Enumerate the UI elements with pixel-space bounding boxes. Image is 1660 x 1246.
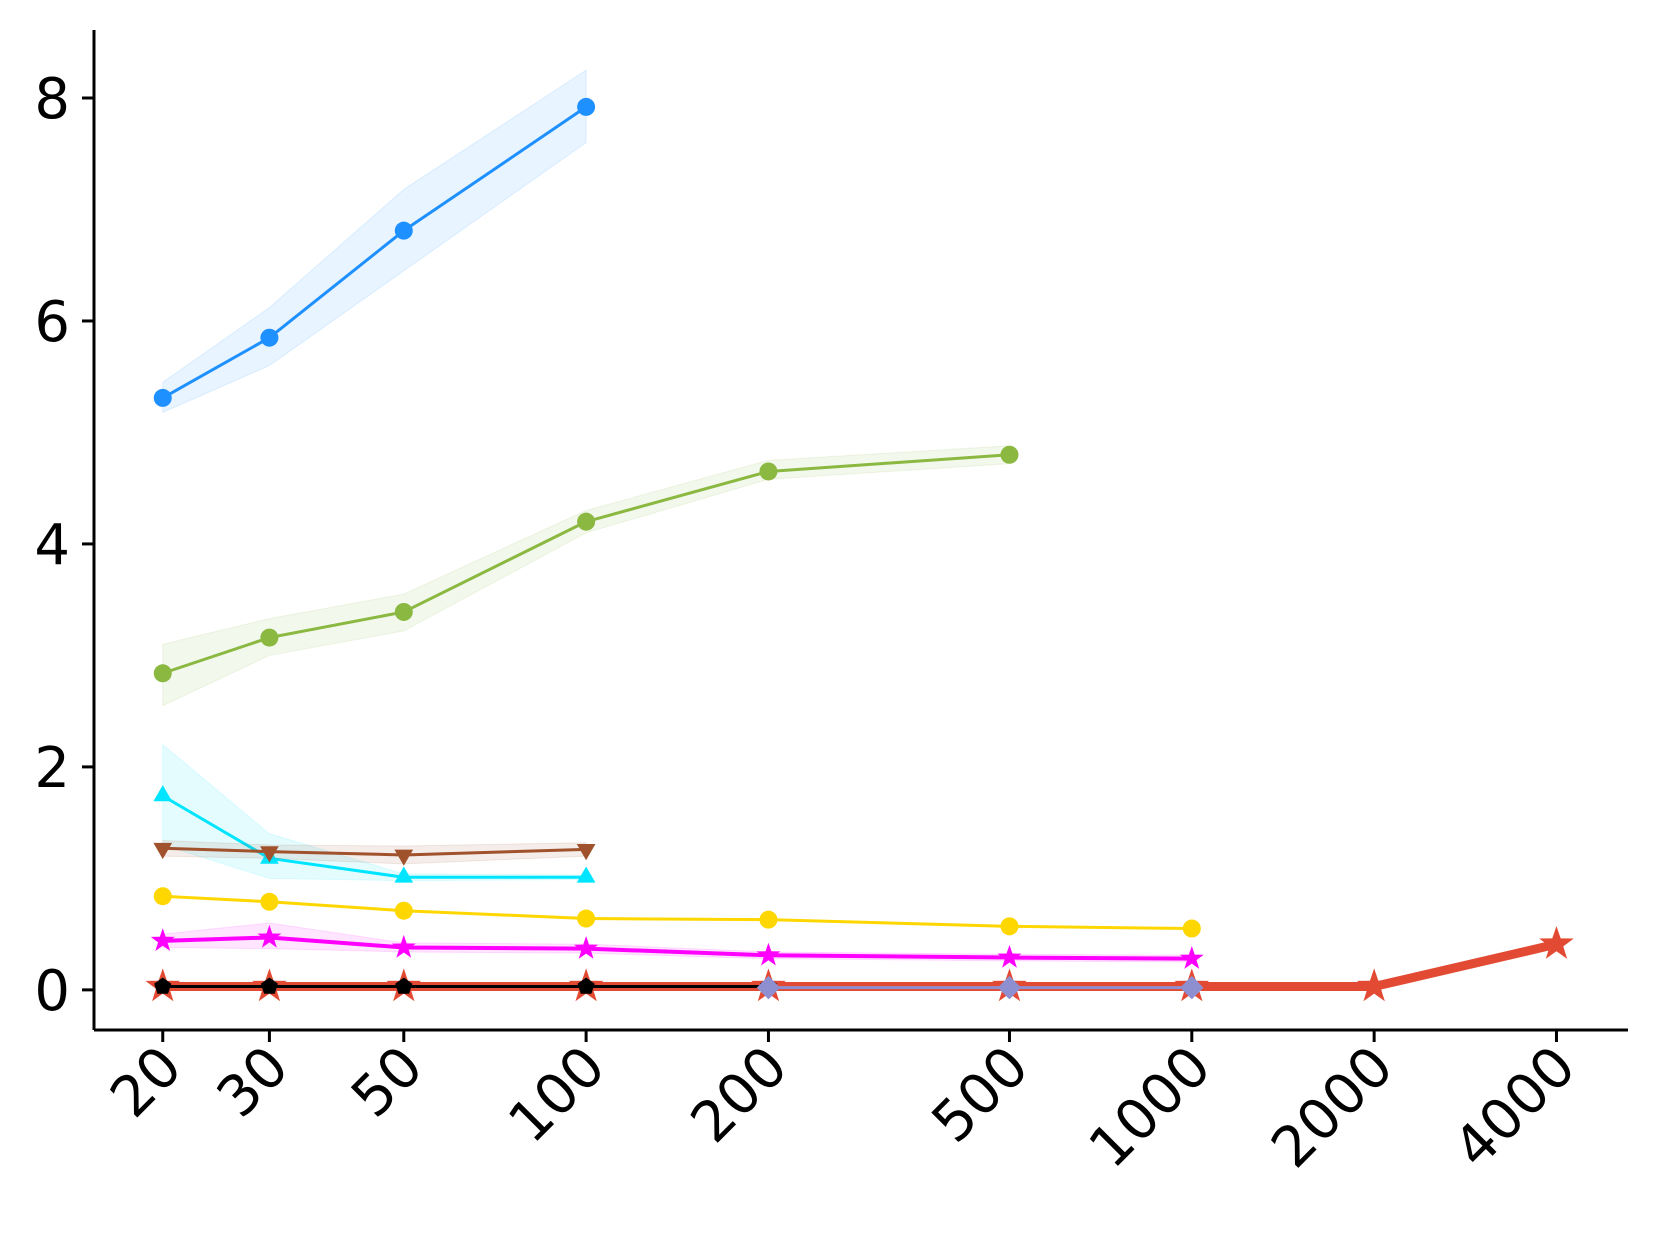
- marker: [574, 936, 599, 959]
- marker: [394, 866, 414, 883]
- series-line: [161, 794, 587, 879]
- marker: [260, 846, 279, 863]
- marker: [153, 664, 172, 683]
- marker: [997, 944, 1022, 968]
- marker: [1179, 946, 1204, 969]
- series-line: [162, 846, 587, 857]
- marker: [1182, 919, 1201, 938]
- y-tick-label: 2: [34, 736, 70, 801]
- marker: [759, 910, 778, 929]
- error-band: [162, 69, 587, 414]
- marker: [759, 462, 778, 481]
- y-tick-label: 6: [34, 290, 70, 355]
- y-tick-label: 4: [34, 513, 70, 578]
- marker: [1180, 975, 1204, 1000]
- marker: [1356, 968, 1392, 1002]
- marker: [394, 602, 413, 621]
- x-tick-label: 4000: [1442, 1034, 1589, 1181]
- marker: [391, 934, 416, 958]
- x-tick-label: 200: [679, 1034, 801, 1156]
- marker: [260, 892, 279, 911]
- x-tick-label: 1000: [1077, 1034, 1224, 1181]
- error-band: [162, 445, 1010, 707]
- series-line: [162, 105, 587, 400]
- series-line: [162, 453, 1010, 675]
- marker: [577, 512, 596, 531]
- marker: [153, 785, 173, 802]
- x-tick-label: 2000: [1259, 1034, 1406, 1181]
- x-tick-label: 500: [920, 1034, 1042, 1156]
- marker: [153, 887, 172, 906]
- marker: [394, 221, 413, 240]
- marker: [577, 97, 596, 116]
- marker: [394, 849, 414, 866]
- marker: [153, 842, 173, 860]
- marker: [260, 977, 278, 994]
- y-tick-label: 0: [34, 959, 70, 1024]
- marker: [576, 866, 596, 883]
- series-line: [162, 894, 1192, 931]
- marker: [257, 924, 282, 948]
- marker: [260, 628, 279, 647]
- marker: [260, 328, 279, 347]
- marker: [150, 928, 175, 952]
- marker: [154, 977, 172, 994]
- y-tick-label: 8: [34, 67, 70, 132]
- marker: [1000, 445, 1019, 464]
- marker: [1000, 917, 1019, 936]
- marker: [153, 388, 172, 407]
- marker: [577, 909, 596, 928]
- marker: [756, 942, 781, 966]
- marker: [395, 977, 413, 994]
- x-tick-label: 100: [496, 1034, 618, 1156]
- marker: [997, 975, 1022, 1000]
- marker: [756, 975, 781, 1000]
- marker: [1539, 925, 1574, 959]
- x-tick-label: 20: [98, 1034, 194, 1130]
- marker: [394, 901, 413, 920]
- x-tick-label: 30: [205, 1034, 301, 1130]
- marker: [577, 977, 595, 994]
- marker: [576, 843, 596, 861]
- x-tick-label: 50: [339, 1034, 435, 1130]
